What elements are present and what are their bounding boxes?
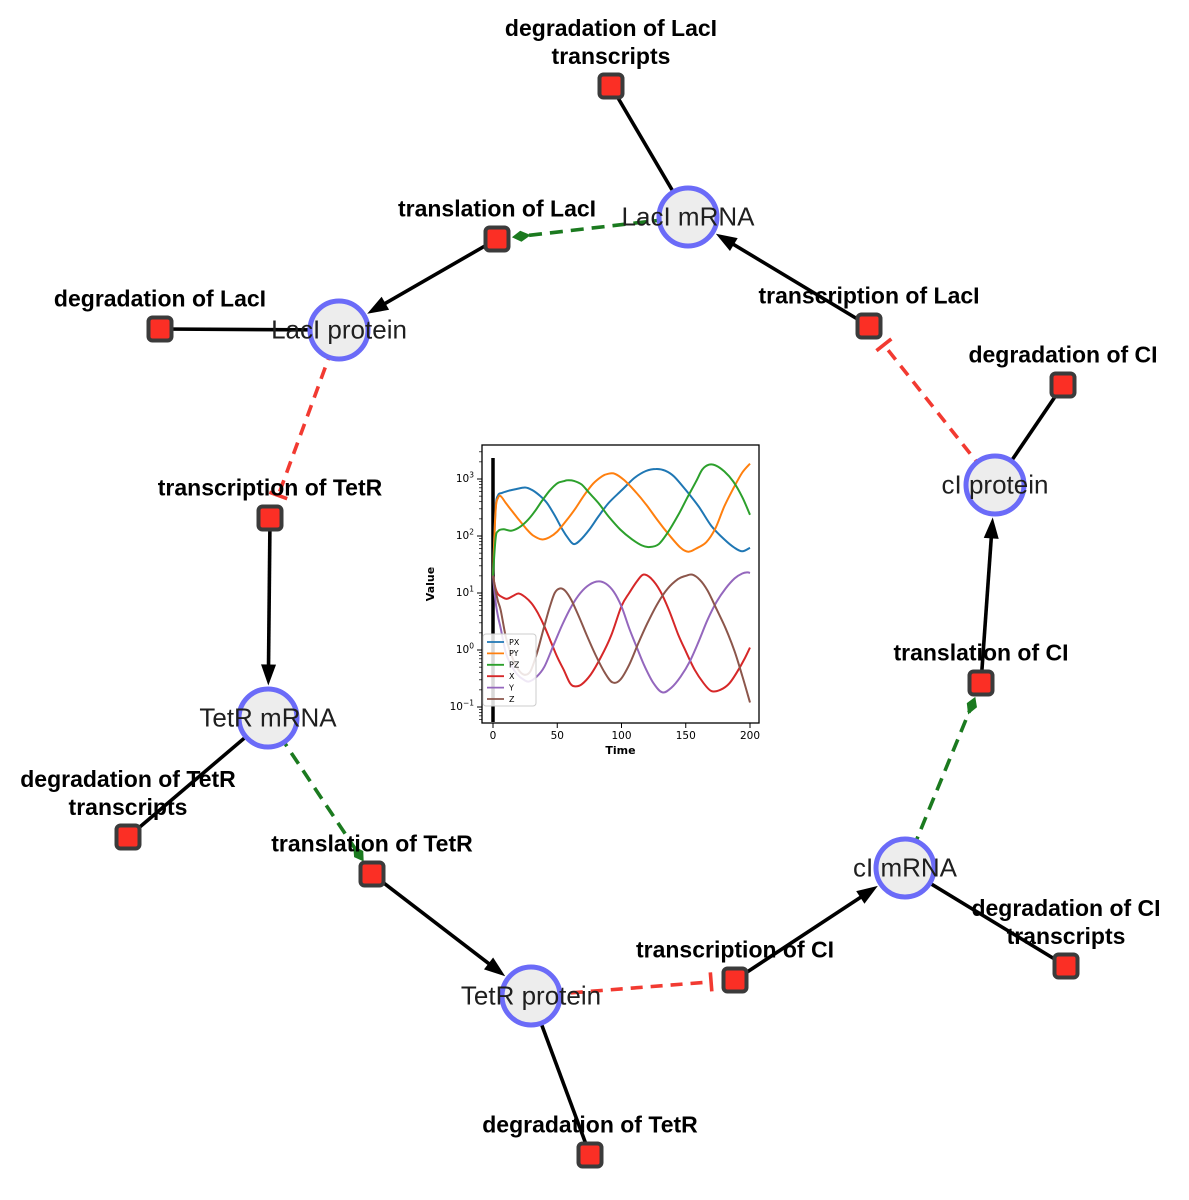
species-node-tetR_mRNA [236,686,300,750]
legend-label-X: X [509,672,515,681]
edge-product-transcription_tetR-to-tetR_mRNA [261,517,277,686]
reaction-node-deg_tetR_tr [114,823,142,851]
species-node-lacI_mRNA [656,185,720,249]
x-tick-label: 0 [490,730,497,742]
reaction-label-line: transcripts [551,42,671,69]
edge-product-translation_lacI-to-lacI_protein [367,237,498,314]
species-label-tetR_protein: TetR protein [460,980,602,1011]
reaction-label-line: transcripts [1006,922,1126,949]
species-node-cI_protein [963,453,1027,517]
reaction-label-deg_tetR: degradation of TetR [482,1111,698,1139]
x-axis-label: Time [605,744,635,757]
y-tick-label: 10−1 [450,699,475,714]
series-line-PY [492,462,751,576]
reaction-node-deg_lacI_tr [597,72,625,100]
reaction-node-transcription_tetR [256,504,284,532]
reaction-label-line: transcripts [68,793,188,820]
species-label-lacI_mRNA: LacI mRNA [621,201,755,232]
reaction-node-transcription_cI [721,966,749,994]
reaction-node-deg_cI_tr [1052,952,1080,980]
reaction-label-line: degradation of CI [968,341,1158,368]
reaction-label-line: degradation of LacI [53,285,267,312]
reaction-label-translation_tetR: translation of TetR [271,830,472,858]
reaction-node-deg_cI [1049,371,1077,399]
reaction-label-transcription_lacI: transcription of LacI [758,282,979,310]
reaction-label-line: degradation of CI [971,894,1161,921]
reaction-label-deg_lacI: degradation of LacI [54,285,266,313]
reaction-node-deg_tetR [576,1141,604,1169]
x-tick-label: 100 [611,730,631,742]
reaction-node-translation_tetR [358,860,386,888]
reaction-label-line: translation of TetR [271,830,473,857]
reaction-label-line: degradation of TetR [20,765,236,792]
reaction-label-line: translation of CI [893,639,1069,666]
species-label-cI_protein: cI protein [941,469,1049,500]
reaction-label-line: transcription of LacI [758,282,980,309]
reaction-node-translation_lacI [483,225,511,253]
y-tick-label: 103 [456,471,474,486]
reaction-label-translation_cI: translation of CI [893,639,1068,667]
y-tick-label: 102 [456,528,474,543]
reaction-label-line: degradation of LacI [504,14,718,41]
reaction-label-deg_cI: degradation of CI [968,341,1157,369]
edge-product-transcription_lacI-to-lacI_mRNA [715,233,870,328]
species-label-tetR_mRNA: TetR mRNA [199,702,337,733]
reaction-label-deg_cI_tr: degradation of CI transcripts [971,895,1160,950]
legend-label-Y: Y [508,683,514,692]
legend-label-PZ: PZ [509,661,520,670]
reaction-label-line: translation of LacI [397,195,597,222]
timeseries-inset-chart: 103 102 101 100 10−1 0 50 100 150 200 Time Value PX P… [420,433,770,768]
edge-product-translation_cI-to-cI_protein [979,517,999,684]
reaction-label-deg_tetR_tr: degradation of TetR transcripts [20,766,236,821]
edge-product-transcription_cI-to-cI_mRNA [734,885,878,982]
reaction-node-translation_cI [967,669,995,697]
y-tick-label: 101 [456,585,474,600]
species-node-tetR_protein [499,964,563,1028]
species-node-lacI_protein [307,298,371,362]
species-label-lacI_protein: LacI protein [271,314,407,345]
legend-label-PY: PY [509,649,519,658]
series-line-PZ [492,463,751,576]
species-node-cI_mRNA [873,836,937,900]
y-tick-label: 100 [456,642,474,657]
x-tick-label: 150 [676,730,696,742]
edge-product-translation_tetR-to-tetR_protein [370,872,506,977]
legend-label-Z: Z [509,695,515,704]
reaction-node-transcription_lacI [855,312,883,340]
reaction-label-line: transcription of TetR [157,474,383,501]
reaction-label-deg_lacI_tr: degradation of LacI transcripts [505,15,717,70]
reaction-label-line: transcription of CI [635,936,835,963]
reaction-label-line: degradation of TetR [482,1111,698,1138]
reaction-label-translation_lacI: translation of LacI [398,195,596,223]
reaction-label-transcription_cI: transcription of CI [636,936,834,964]
reaction-label-transcription_tetR: transcription of TetR [158,474,382,502]
y-axis-label: Value [424,567,437,601]
x-tick-label: 50 [551,730,564,742]
species-label-cI_mRNA: cI mRNA [853,852,957,883]
legend-label-PX: PX [509,638,520,647]
reaction-node-deg_lacI [146,315,174,343]
series-line-X [492,573,751,693]
series-line-PX [492,467,751,576]
x-tick-label: 200 [740,730,760,742]
